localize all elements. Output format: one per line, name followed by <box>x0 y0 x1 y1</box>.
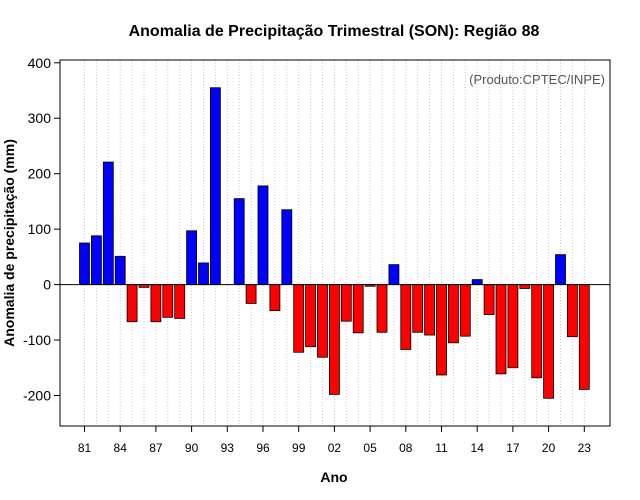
bar-1983 <box>102 161 114 285</box>
bar-1982 <box>91 235 102 285</box>
bar-1990 <box>186 230 198 285</box>
x-tick-label: 20 <box>542 441 556 455</box>
bar-1999 <box>293 284 305 353</box>
chart-title: Anomalia de Precipitação Trimestral (SON… <box>129 23 540 40</box>
bar-2020 <box>543 284 554 399</box>
bar-2003 <box>340 284 352 322</box>
credit-label: (Produto:CPTEC/INPE) <box>469 72 605 87</box>
bar-2011 <box>436 284 447 376</box>
bar-1997 <box>269 284 281 312</box>
plot-frame <box>59 59 611 427</box>
bar-2018 <box>519 284 531 289</box>
bar-2010 <box>424 284 436 336</box>
x-tick-label: 99 <box>292 441 306 455</box>
bar-1984 <box>114 255 126 285</box>
bar-1992 <box>209 87 221 285</box>
bar-2023 <box>578 284 590 390</box>
bar-2015 <box>483 284 495 315</box>
bar-1981 <box>79 242 90 285</box>
x-tick-label: 11 <box>435 441 448 455</box>
bar-1988 <box>162 284 174 318</box>
bar-2019 <box>531 284 543 379</box>
x-tick-label: 23 <box>578 441 592 455</box>
y-axis-title: Anomalia de precipitação (mm) <box>1 139 17 347</box>
bar-2002 <box>328 284 340 395</box>
x-tick-label: 08 <box>399 441 413 455</box>
x-tick-label: 05 <box>363 441 377 455</box>
y-tick-label: -100 <box>23 332 51 348</box>
x-tick-label: 84 <box>114 441 128 455</box>
bar-1987 <box>150 284 162 323</box>
bar-2006 <box>376 284 388 333</box>
grid-lines <box>84 60 585 426</box>
y-tick-label: 400 <box>28 55 52 71</box>
bar-2000 <box>305 284 317 348</box>
x-tick-label: 96 <box>256 441 270 455</box>
bar-1996 <box>257 185 269 285</box>
bar-1995 <box>245 284 257 304</box>
y-tick-label: 300 <box>28 110 52 126</box>
bar-2008 <box>400 284 412 350</box>
y-tick-label: 100 <box>28 221 52 237</box>
bar-2014 <box>471 279 483 285</box>
bar-2012 <box>447 284 459 344</box>
bar-2001 <box>317 284 328 358</box>
y-tick-label: -200 <box>23 388 51 404</box>
bar-2021 <box>555 254 566 285</box>
y-tick-label: 200 <box>28 166 52 182</box>
bar-2022 <box>567 284 578 338</box>
x-tick-label: 90 <box>185 441 199 455</box>
x-tick-label: 14 <box>471 441 485 455</box>
x-tick-label: 87 <box>149 441 163 455</box>
x-tick-label: 17 <box>506 441 520 455</box>
bar-2009 <box>412 284 424 333</box>
bar-2007 <box>388 264 400 285</box>
bar-1991 <box>198 262 209 285</box>
x-tick-label: 81 <box>78 441 92 455</box>
bar-1998 <box>281 209 293 285</box>
x-tick-label: 93 <box>221 441 235 455</box>
bars <box>79 87 590 399</box>
bar-1989 <box>174 284 186 319</box>
x-tick-label: 02 <box>328 441 342 455</box>
x-axis: 81 84 87 90 93 96 99 02 05 08 11 14 17 20 23 <box>78 426 591 455</box>
bar-2013 <box>459 284 471 337</box>
bar-2016 <box>495 284 507 375</box>
x-axis-title: Ano <box>320 469 347 485</box>
bar-2004 <box>352 284 364 334</box>
bar-1985 <box>126 284 138 323</box>
y-tick-label: 0 <box>43 277 51 293</box>
y-axis: -200 -100 0 100 200 300 400 <box>23 55 60 404</box>
bar-1994 <box>233 198 245 285</box>
bar-2017 <box>507 284 519 369</box>
